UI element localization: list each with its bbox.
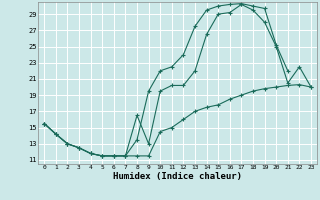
X-axis label: Humidex (Indice chaleur): Humidex (Indice chaleur): [113, 172, 242, 181]
